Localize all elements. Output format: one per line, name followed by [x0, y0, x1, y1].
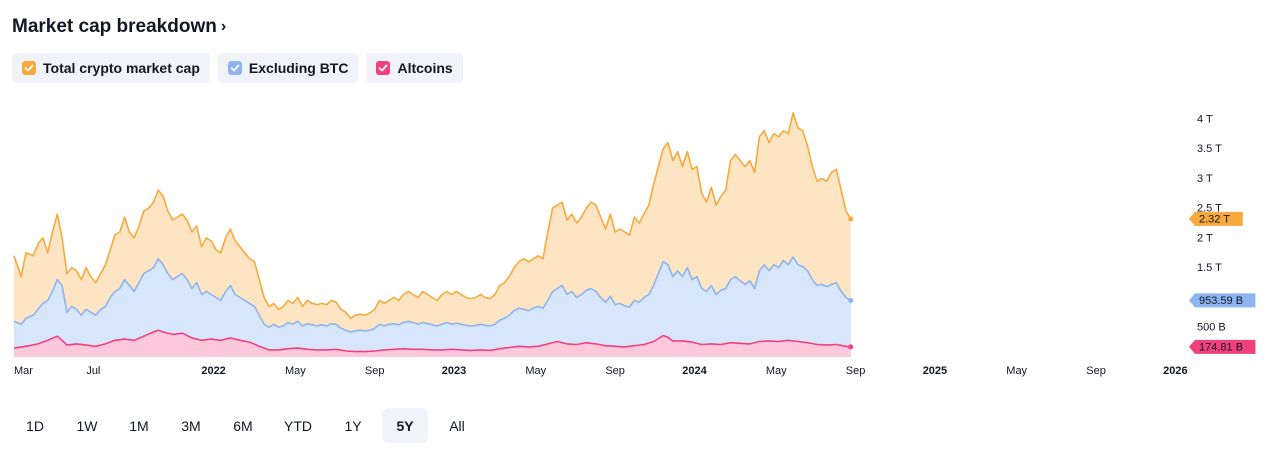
- series-line-1: [13, 256, 852, 333]
- series-line-2: [13, 329, 851, 353]
- y-tick-label: 3.5 T: [1197, 143, 1222, 155]
- x-tick-label: May: [1006, 365, 1027, 377]
- last-value-label: 2.32 T: [1199, 214, 1230, 226]
- legend-label: Excluding BTC: [248, 60, 349, 76]
- series-line-0: [13, 112, 852, 320]
- area-chart[interactable]: 4 T 3.5 T 3 T 2.5 T 2 T 1.5 T 500 B 2.32 T 953.5…: [0, 95, 1280, 385]
- x-tick-label: 2023: [442, 365, 466, 377]
- range-1d[interactable]: 1D: [26, 417, 44, 434]
- section-title[interactable]: Market cap breakdown ›: [12, 16, 226, 38]
- x-tick-label: May: [285, 365, 306, 377]
- x-tick-label: Mar: [14, 365, 33, 377]
- x-tick-label: Sep: [365, 365, 385, 377]
- checkbox-icon[interactable]: [22, 61, 36, 75]
- x-tick-label: 2024: [682, 365, 707, 377]
- range-1w[interactable]: 1W: [76, 417, 98, 434]
- series-last-point-2: [848, 344, 854, 350]
- range-6m[interactable]: 6M: [233, 417, 253, 434]
- checkbox-icon[interactable]: [227, 61, 242, 75]
- legend-label: Total crypto market cap: [43, 60, 200, 76]
- range-all[interactable]: All: [449, 417, 465, 434]
- last-value-label: 174.81 B: [1199, 342, 1243, 354]
- y-tick-label: 2 T: [1197, 232, 1213, 244]
- series-last-point-1: [848, 297, 854, 303]
- x-tick-label: Sep: [605, 365, 625, 377]
- legend: Total crypto market cap Excluding BTC Al…: [12, 53, 463, 83]
- y-tick-label: 4 T: [1197, 113, 1213, 125]
- range-5y[interactable]: 5Y: [382, 408, 428, 443]
- y-tick-label: 500 B: [1197, 322, 1226, 334]
- y-tick-label: 2.5 T: [1197, 203, 1222, 215]
- y-tick-label: 3 T: [1197, 173, 1213, 185]
- x-tick-label: Sep: [1086, 365, 1106, 377]
- legend-toggle-altcoins[interactable]: Altcoins: [366, 53, 463, 83]
- last-value-badge: [1189, 293, 1256, 308]
- x-tick-label: 2022: [201, 365, 225, 377]
- last-value-badge: [1189, 211, 1243, 226]
- x-tick-label: May: [766, 365, 787, 377]
- range-ytd[interactable]: YTD: [284, 417, 312, 434]
- series-last-point-0: [848, 216, 854, 222]
- time-range-selector: 1D 1W 1M 3M 6M YTD 1Y 5Y All: [12, 408, 480, 443]
- y-tick-label: 1.5 T: [1197, 262, 1222, 274]
- series-area-1: [14, 257, 851, 357]
- legend-label: Altcoins: [397, 60, 453, 76]
- last-value-label: 953.59 B: [1199, 295, 1243, 307]
- series-area-2: [14, 330, 851, 357]
- range-1y[interactable]: 1Y: [344, 417, 362, 434]
- checkbox-icon[interactable]: [376, 61, 391, 75]
- x-tick-label: May: [525, 365, 546, 377]
- x-tick-label: 2026: [1163, 365, 1187, 377]
- section-title-text: Market cap breakdown: [12, 16, 217, 37]
- chevron-right-icon: ›: [220, 18, 227, 35]
- legend-toggle-excluding-btc[interactable]: Excluding BTC: [217, 53, 359, 83]
- x-tick-label: 2025: [923, 365, 947, 377]
- legend-toggle-total[interactable]: Total crypto market cap: [12, 53, 210, 83]
- x-tick-label: Sep: [846, 365, 866, 377]
- range-1m[interactable]: 1M: [129, 417, 149, 434]
- range-3m[interactable]: 3M: [181, 417, 201, 434]
- last-value-badge: [1189, 339, 1256, 354]
- x-tick-label: Jul: [86, 365, 100, 377]
